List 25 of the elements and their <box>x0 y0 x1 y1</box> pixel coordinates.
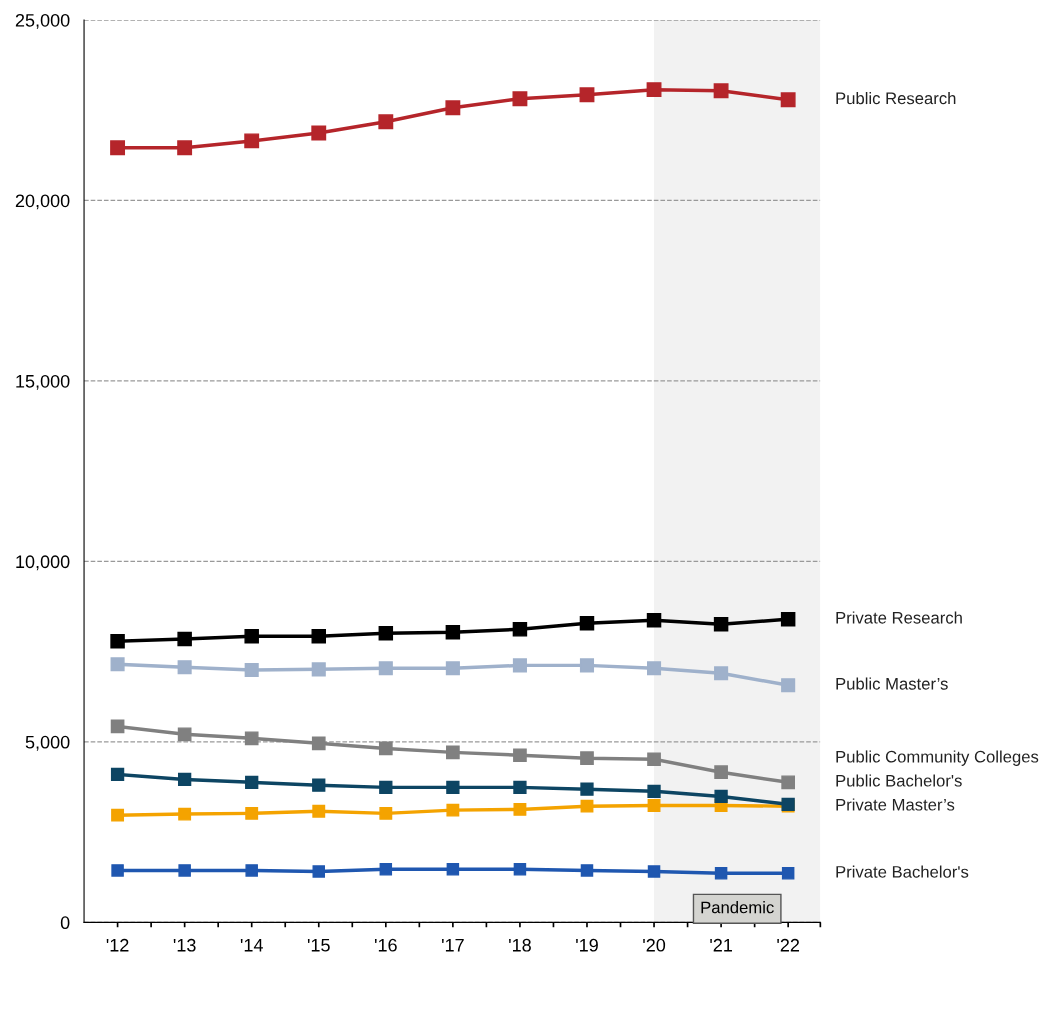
x-tick-label: '12 <box>106 938 129 952</box>
y-tick-label: 5,000 <box>25 735 70 751</box>
y-tick-label: 20,000 <box>15 194 70 210</box>
y-tick-label: 15,000 <box>16 374 70 390</box>
x-tick-label: '22 <box>777 938 800 952</box>
x-tick-label: '21 <box>710 938 732 952</box>
x-tick-label: '15 <box>307 939 330 952</box>
x-tick-label: '20 <box>643 938 666 952</box>
text: Private Master’s <box>836 798 955 811</box>
y-tick-label: 0 <box>60 916 70 930</box>
y-tick-label: 25,000 <box>15 13 70 29</box>
x-tick-label: '19 <box>576 938 598 952</box>
band-label: Pandemic <box>701 901 774 914</box>
text: Public Master’s <box>836 677 948 690</box>
text: Public Research <box>836 92 956 105</box>
x-tick-label: '14 <box>240 939 263 952</box>
text: Private Research <box>836 611 962 624</box>
text: Public Community Colleges <box>836 750 1039 766</box>
x-tick-label: '16 <box>374 938 397 952</box>
y-tick-label: 10,000 <box>16 555 70 571</box>
text: Private Bachelor's <box>836 865 969 878</box>
text: Public Bachelor's <box>836 774 962 787</box>
x-tick-label: '18 <box>509 938 531 952</box>
x-tick-label: '13 <box>173 938 196 952</box>
x-tick-label: '17 <box>442 939 464 952</box>
